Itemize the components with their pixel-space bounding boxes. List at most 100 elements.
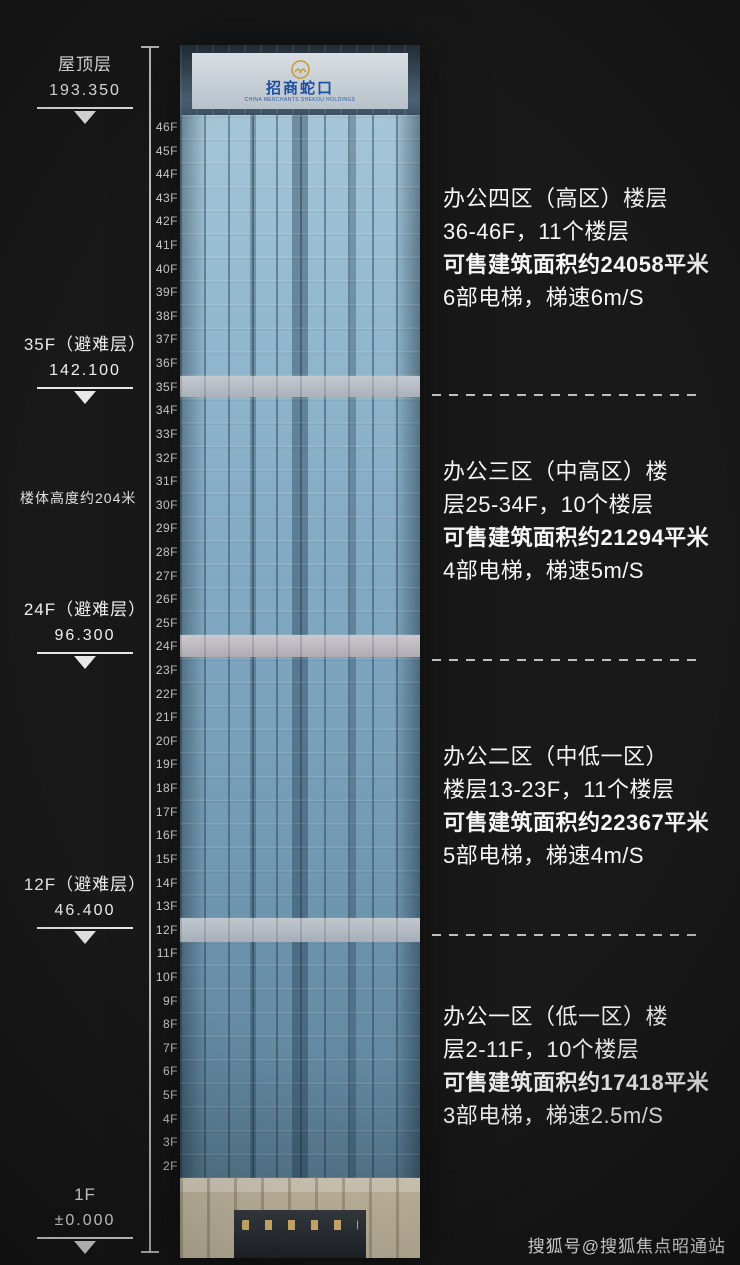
zone-text-line: 4部电梯，梯速5m/S — [443, 558, 645, 583]
down-triangle-icon — [74, 1241, 96, 1254]
dimension-line — [149, 47, 151, 1253]
height-marker-roof: 屋顶层 193.350 — [10, 55, 160, 124]
floor-label: 4F — [162, 1111, 178, 1126]
marker-label: 35F（避难层） — [23, 335, 147, 354]
marker-label: 1F — [74, 1185, 96, 1204]
marker-label: 屋顶层 — [58, 55, 112, 74]
height-marker-refuge-24f: 24F（避难层） 96.300 — [10, 600, 160, 669]
marker-label: 12F（避难层） — [23, 875, 147, 894]
floor-label: 12F — [155, 922, 178, 937]
floor-label: 46F — [155, 120, 178, 134]
zone-annotation-zone-3-mid-high: 办公三区（中高区）楼 层25-34F，10个楼层可售建筑面积约21294平米 4部电… — [443, 455, 733, 587]
floor-label: 24F — [155, 639, 178, 654]
zone-text-line: 办公四区（高区）楼层 — [443, 186, 669, 211]
zone-annotation-zone-2-mid-low: 办公二区（中低一区） 楼层13-23F，11个楼层 可售建筑面积约22367平米 5部… — [443, 740, 733, 872]
floor-label: 21F — [155, 710, 178, 725]
floor-label: 17F — [155, 804, 178, 819]
marker-baseline — [37, 927, 133, 929]
floor-label: 6F — [162, 1064, 178, 1079]
logo-subtext: CHINA MERCHANTS SHEKOU HOLDINGS — [244, 97, 356, 104]
zone-divider-dashed-line — [432, 394, 704, 396]
floor-label: 39F — [155, 285, 178, 300]
zone-divider-dashed-line — [432, 934, 704, 936]
floor-label: 38F — [155, 308, 178, 323]
marker-baseline — [37, 107, 133, 109]
zone-text-line: 层2-11F，10个楼层 — [443, 1037, 640, 1062]
floor-label: 45F — [155, 143, 178, 158]
floor-label: 10F — [155, 969, 178, 984]
zone-text-line: 层25-34F，10个楼层 — [443, 492, 654, 517]
floor-label: 9F — [162, 993, 178, 1008]
floor-label: 7F — [162, 1040, 178, 1055]
floor-label: 35F — [155, 379, 178, 394]
floor-label: 18F — [155, 781, 178, 796]
floor-label: 22F — [155, 686, 178, 701]
floor-label: 28F — [155, 544, 178, 559]
floor-label: 44F — [155, 167, 178, 182]
floor-label: 11F — [156, 946, 178, 961]
refuge-floor-band-12f — [180, 918, 420, 942]
floor-label: 19F — [155, 757, 178, 772]
zone-text-line: 6部电梯，梯速6m/S — [443, 285, 645, 310]
zone-text-line: 可售建筑面积约24058平米 — [443, 252, 710, 277]
floor-label: 31F — [155, 474, 178, 489]
marker-baseline — [37, 387, 133, 389]
floor-label: 27F — [155, 568, 178, 583]
down-triangle-icon — [74, 391, 96, 404]
floor-label: 8F — [162, 1017, 178, 1032]
down-triangle-icon — [74, 931, 96, 944]
zone-text-line: 5部电梯，梯速4m/S — [443, 843, 645, 868]
zone-divider-dashed-line — [432, 659, 704, 661]
down-triangle-icon — [74, 656, 96, 669]
zone-annotation-zone-4-high: 办公四区（高区）楼层 36-46F，11个楼层可售建筑面积约24058平米 6部电梯… — [443, 182, 733, 314]
zone-text-line: 3部电梯，梯速2.5m/S — [443, 1103, 664, 1128]
height-marker-refuge-12f: 12F（避难层） 46.400 — [10, 875, 160, 944]
floor-label: 13F — [155, 899, 178, 914]
refuge-floor-band-24f — [180, 635, 420, 657]
zone-text-line: 可售建筑面积约21294平米 — [443, 525, 710, 550]
floor-label: 15F — [155, 851, 178, 866]
floor-label: 40F — [155, 261, 178, 276]
zone-text-line: 办公二区（中低一区） — [443, 744, 669, 769]
floor-label: 30F — [155, 497, 178, 512]
floor-label: 25F — [155, 615, 178, 630]
zone-text-line: 办公三区（中高区）楼 — [443, 459, 669, 484]
floor-label: 36F — [155, 356, 178, 371]
floor-label: 26F — [155, 592, 178, 607]
floor-label: 37F — [155, 332, 178, 347]
floor-label: 2F — [162, 1158, 178, 1173]
tower-podium — [180, 1178, 420, 1258]
floor-label: 16F — [155, 828, 178, 843]
height-note: 楼体高度约204米 — [20, 490, 137, 506]
dimension-tick-bottom — [141, 1251, 159, 1253]
podium-entrance — [234, 1210, 366, 1258]
floor-label: 43F — [155, 190, 178, 205]
refuge-floor-band-35f — [180, 376, 420, 397]
marker-label: 24F（避难层） — [23, 600, 147, 619]
floor-label: 32F — [155, 450, 178, 465]
zone-text-line: 可售建筑面积约17418平米 — [443, 1070, 710, 1095]
marker-value: 142.100 — [49, 362, 121, 379]
dimension-tick-top — [141, 46, 159, 48]
height-marker-ground-1f: 1F ±0.000 — [10, 1185, 160, 1254]
marker-value: ±0.000 — [54, 1212, 116, 1229]
floor-label: 5F — [162, 1088, 178, 1102]
floor-label: 14F — [155, 875, 178, 890]
marker-value: 96.300 — [54, 627, 116, 644]
floor-label: 41F — [155, 238, 178, 253]
floor-label: 20F — [155, 733, 178, 748]
marker-value: 193.350 — [49, 82, 121, 99]
watermark: 搜狐号@搜狐焦点昭通站 — [527, 1237, 726, 1256]
floor-label: 23F — [155, 663, 178, 678]
tower-crown: 招商蛇口 CHINA MERCHANTS SHEKOU HOLDINGS — [180, 45, 420, 115]
down-triangle-icon — [74, 111, 96, 124]
height-marker-refuge-35f: 35F（避难层） 142.100 — [10, 335, 160, 404]
floor-label: 3F — [162, 1135, 178, 1150]
logo-panel: 招商蛇口 CHINA MERCHANTS SHEKOU HOLDINGS — [192, 53, 408, 109]
logo-name: 招商蛇口 — [265, 79, 334, 97]
building-tower: 招商蛇口 CHINA MERCHANTS SHEKOU HOLDINGS — [180, 45, 420, 1258]
marker-baseline — [37, 652, 133, 654]
zone-text-line: 36-46F，11个楼层 — [443, 219, 630, 244]
zone-annotation-zone-1-low: 办公一区（低一区）楼 层2-11F，10个楼层 可售建筑面积约17418平米 3部电梯… — [443, 1000, 733, 1132]
